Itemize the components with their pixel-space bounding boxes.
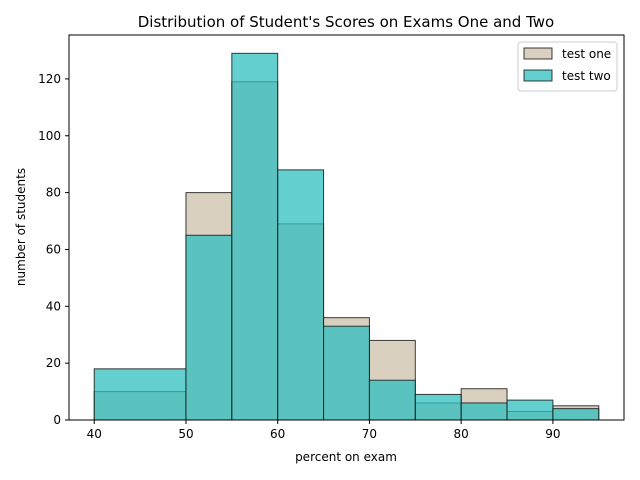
x-tick-label-80: 80 [454, 427, 469, 441]
bar-test-two-0 [93, 368, 187, 421]
y-tick-label-40: 40 [46, 299, 61, 313]
bar-test-two-7 [460, 402, 508, 421]
y-axis-label: number of students [14, 168, 28, 286]
legend-swatch-test-one [523, 47, 553, 60]
x-tick-label-60: 60 [270, 427, 285, 441]
legend-label-test-one: test one [562, 47, 611, 61]
x-tick-label-40: 40 [87, 427, 102, 441]
y-tick-label-80: 80 [46, 186, 61, 200]
bar-test-two-4 [323, 325, 370, 421]
x-tick-label-70: 70 [362, 427, 377, 441]
legend: test one test two [517, 41, 618, 92]
y-tick-label-60: 60 [46, 242, 61, 256]
bar-test-two-1 [185, 234, 233, 421]
bar-test-two-9 [552, 408, 600, 421]
y-tick-label-120: 120 [38, 72, 61, 86]
legend-label-test-two: test two [562, 69, 611, 83]
plot-frame [68, 34, 625, 421]
series-test-two-bars [93, 52, 600, 421]
y-tick-label-0: 0 [53, 413, 61, 427]
x-tick-label-50: 50 [178, 427, 193, 441]
bar-test-two-5 [368, 379, 416, 421]
bar-test-two-8 [506, 399, 554, 421]
x-axis-label: percent on exam [295, 450, 397, 464]
legend-swatch-test-two [523, 69, 553, 82]
x-axis-ticks: 40 50 60 70 80 90 [87, 420, 561, 441]
x-tick-label-90: 90 [545, 427, 560, 441]
bar-test-two-2 [231, 52, 279, 421]
y-axis-ticks: 0 20 40 60 80 100 120 [38, 72, 69, 427]
chart-title: Distribution of Student's Scores on Exam… [138, 13, 554, 31]
bar-test-two-3 [277, 169, 325, 421]
bar-test-two-6 [414, 393, 462, 421]
y-tick-label-20: 20 [46, 356, 61, 370]
y-tick-label-100: 100 [38, 129, 61, 143]
